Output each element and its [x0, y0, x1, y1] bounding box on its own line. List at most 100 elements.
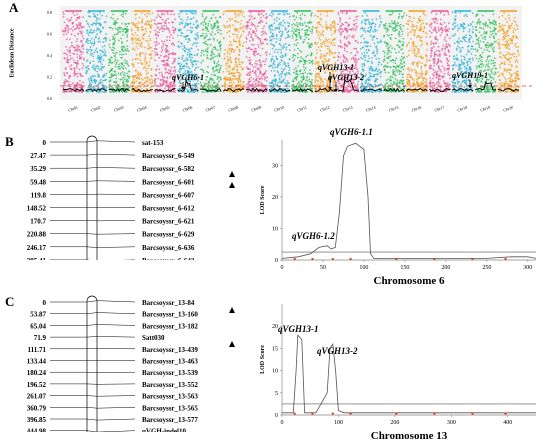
- marker-name: Barcsoyssr_6-629: [142, 231, 195, 239]
- qtl-triangle: [229, 171, 235, 177]
- chromosome-label: Chr12: [319, 105, 330, 113]
- x-tick-label: 0: [281, 420, 284, 426]
- chromosome-bar: [86, 295, 98, 432]
- chromosome-label: Chr13: [342, 105, 353, 113]
- map-connector: [50, 418, 136, 421]
- map-position: 53.87: [30, 311, 46, 319]
- linkage-map-chr6: 0 sat-153 27.47 Barcsoyssr_6-549 35.29 Barcso…: [27, 135, 235, 260]
- marker-dot: [433, 412, 436, 415]
- y-tick-label: 5: [275, 391, 278, 397]
- panel-b-label: B: [5, 134, 14, 149]
- chromosome-points: [222, 11, 246, 93]
- chromosome-label: Chr16: [411, 105, 422, 113]
- marker-name: Satt030: [142, 334, 165, 342]
- trend-line: [452, 88, 474, 92]
- chromosome-points: [451, 11, 474, 93]
- trend-line: [223, 88, 245, 93]
- map-connector: [50, 430, 136, 432]
- marker-name: Barcsoyssr_6-643: [142, 257, 195, 260]
- manhattan-plot: 0.8 0.6 0.4 0.2 0.0 Chr01 Chr02 Chr03 Chr04 Chr05…: [47, 6, 532, 113]
- trend-line: [314, 88, 337, 92]
- manhattan-ytick: 0.6: [47, 32, 52, 37]
- marker-dot: [504, 412, 507, 415]
- map-position: 133.44: [27, 358, 47, 366]
- chromosome-label: Chr01: [67, 105, 78, 113]
- y-tick-label: 20: [272, 195, 278, 201]
- map-position: 246.17: [27, 244, 47, 252]
- marker-dot: [504, 257, 507, 261]
- map-position: 65.04: [30, 322, 46, 330]
- map-connector: [50, 336, 136, 338]
- trend-line: [360, 88, 382, 92]
- marker-name: Barcsoyssr_13-160: [142, 311, 198, 319]
- marker-name: Barcsoyssr_13-182: [142, 322, 198, 330]
- map-connector: [50, 140, 136, 143]
- chromosome-points: [359, 11, 383, 93]
- y-tick-label: 30: [272, 163, 278, 169]
- chromosome-label: Chr04: [136, 105, 147, 113]
- x-axis-title: Chromosome 6: [374, 275, 445, 287]
- qtl-triangle: [229, 182, 235, 188]
- chromosome-label: Chr19: [480, 105, 491, 113]
- trend-line: [337, 79, 359, 92]
- chromosome-label: Chr20: [502, 105, 513, 113]
- y-tick-label: 20: [272, 324, 278, 330]
- map-connector: [50, 300, 136, 303]
- chromosome-label: Chr03: [113, 105, 124, 113]
- marker-dot: [349, 412, 352, 415]
- map-connector: [50, 180, 136, 182]
- marker-name: Barcsoyssr_6-636: [142, 244, 195, 252]
- map-position: 444.98: [27, 428, 47, 432]
- x-tick-label: 100: [334, 420, 343, 426]
- chromosome-points: [268, 11, 291, 93]
- map-position: 119.8: [31, 191, 47, 199]
- chromosome-points: [405, 12, 429, 93]
- chromosome-label: Chr11: [296, 105, 307, 113]
- marker-name: qVGH-indel10: [142, 428, 186, 432]
- chromosome-label: Chr02: [90, 105, 101, 113]
- marker-name: Barcsoyssr_13-552: [142, 381, 198, 389]
- chromosome-label: Chr14: [365, 105, 376, 113]
- peak-label: qVGH6-1.1: [330, 127, 373, 137]
- marker-name: Barcsoyssr_6-582: [142, 165, 195, 173]
- chromosome-points: [497, 11, 520, 93]
- panel-a-label: A: [9, 0, 19, 15]
- map-position: 180.24: [27, 369, 47, 377]
- qtl-triangle: [229, 307, 235, 313]
- x-tick-label: 300: [523, 265, 532, 271]
- marker-dot: [293, 412, 296, 415]
- map-position: 360.79: [27, 404, 47, 412]
- map-position: 396.85: [27, 416, 47, 424]
- marker-name: Barcsoyssr_13-84: [142, 299, 195, 307]
- chromosome-points: [108, 11, 131, 93]
- x-tick-label: 200: [441, 265, 450, 271]
- x-tick-label: 0: [281, 265, 284, 271]
- map-connector: [50, 246, 136, 248]
- trend-line: [154, 88, 176, 92]
- marker-name: Barcsoyssr_13-539: [142, 369, 198, 377]
- chromosome-points: [85, 11, 108, 93]
- marker-dot: [311, 412, 314, 415]
- chromosome-label: Chr07: [205, 105, 216, 113]
- trend-line: [200, 88, 222, 92]
- map-position: 111.71: [28, 346, 47, 354]
- map-position: 261.07: [27, 393, 47, 401]
- chromosome-points: [245, 11, 268, 93]
- trend-line: [291, 87, 314, 93]
- y-tick-label: 0: [275, 413, 278, 419]
- marker-name: Barcsoyssr_13-439: [142, 346, 198, 354]
- marker-dot: [349, 257, 352, 261]
- marker-dot: [433, 257, 436, 261]
- marker-dot: [331, 257, 334, 261]
- marker-dot: [395, 257, 398, 261]
- marker-name: Barcsoyssr_13-577: [142, 416, 198, 424]
- map-position: 0: [43, 139, 47, 147]
- trend-line: [475, 81, 497, 91]
- trend-line: [268, 88, 291, 92]
- map-position: 170.7: [30, 218, 46, 226]
- trend-line: [177, 79, 199, 92]
- qtl-annotation: qVGH13-1: [318, 63, 354, 72]
- peak-label: qVGH13-2: [317, 346, 358, 356]
- map-position: 220.88: [27, 231, 47, 239]
- trend-line: [383, 87, 405, 93]
